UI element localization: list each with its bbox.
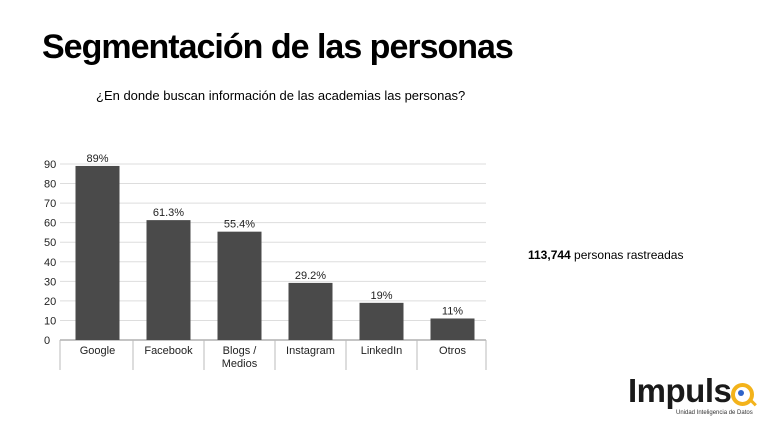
- slide-title: Segmentación de las personas: [42, 28, 514, 66]
- y-tick-label: 90: [44, 159, 56, 171]
- tracked-label: personas rastreadas: [570, 248, 684, 262]
- x-tick-label: Blogs /: [223, 345, 258, 357]
- data-label: 55.4%: [224, 219, 255, 231]
- x-tick-label: LinkedIn: [361, 345, 403, 357]
- y-tick-label: 70: [44, 198, 56, 210]
- x-tick-label: Instagram: [286, 345, 335, 357]
- y-tick-label: 50: [44, 237, 56, 249]
- x-tick-label: Medios: [222, 358, 258, 370]
- logo-tagline: Unidad Inteligencia de Datos: [676, 410, 753, 416]
- y-tick-label: 20: [44, 296, 56, 308]
- data-label: 11%: [442, 305, 463, 317]
- bar: [75, 165, 120, 340]
- magnifier-handle: [749, 398, 757, 407]
- x-tick-label: Facebook: [144, 345, 193, 357]
- y-tick-label: 0: [44, 335, 50, 347]
- logo-dot: [738, 390, 744, 396]
- tracked-count: 113,744: [528, 248, 571, 262]
- x-tick-label: Otros: [439, 345, 466, 357]
- data-label: 29.2%: [295, 270, 326, 282]
- data-label: 19%: [370, 290, 392, 302]
- y-tick-label: 80: [44, 179, 56, 191]
- chart-question: ¿En donde buscan información de las acad…: [96, 88, 466, 103]
- bar: [146, 220, 191, 340]
- y-tick-label: 40: [44, 257, 56, 269]
- y-tick-label: 60: [44, 218, 56, 230]
- logo-wordmark: Impuls: [628, 372, 732, 409]
- bar: [288, 282, 333, 340]
- bar: [359, 302, 404, 340]
- data-label: 61.3%: [153, 207, 184, 219]
- data-label: 89%: [86, 153, 108, 165]
- bar: [217, 231, 262, 340]
- tracked-people-note: 113,744 personas rastreadas: [528, 248, 683, 262]
- bar: [430, 318, 475, 340]
- impulso-logo: Impuls Unidad Inteligencia de Datos: [628, 374, 760, 422]
- y-tick-label: 30: [44, 276, 56, 288]
- y-tick-label: 10: [44, 315, 56, 327]
- x-tick-label: Google: [80, 345, 115, 357]
